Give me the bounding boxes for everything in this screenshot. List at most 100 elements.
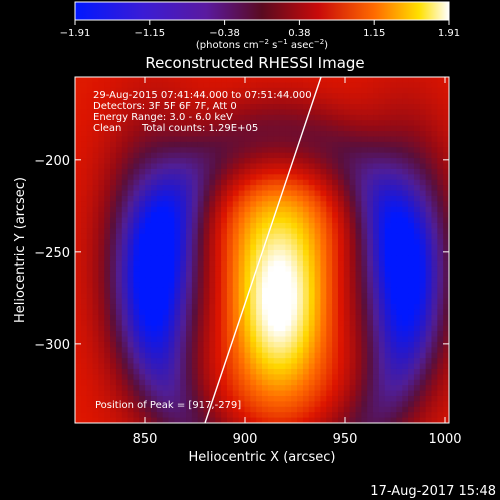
heatmap-cell [150,212,158,219]
heatmap-cell [355,385,362,392]
heatmap-cell [115,390,123,397]
heatmap-cell [75,185,82,192]
heatmap-cell [110,363,117,370]
heatmap-cell [92,120,99,127]
heatmap-cell [413,228,421,235]
heatmap-cell [314,222,322,229]
heatmap-cell [226,152,234,159]
heatmap-cell [402,87,409,94]
heatmap-cell [139,152,146,159]
heatmap-cell [419,368,427,375]
heatmap-cell [133,141,140,148]
heatmap-cell [337,158,345,165]
heatmap-cell [308,368,316,375]
heatmap-cell [238,233,246,240]
heatmap-cell [256,222,263,229]
heatmap-cell [115,282,123,289]
heatmap-cell [139,185,146,192]
heatmap-cell [226,163,234,170]
heatmap-cell [413,244,421,251]
heatmap-cell [168,266,175,273]
heatmap-cell [110,390,117,397]
heatmap-cell [150,255,158,262]
heatmap-cell [104,298,111,305]
heatmap-cell [273,239,281,246]
heatmap-cell [75,374,82,381]
heatmap-cell [419,358,427,365]
heatmap-cell [384,222,392,229]
heatmap-cell [150,109,158,116]
heatmap-cell [291,212,298,219]
heatmap-cell [273,277,281,284]
heatmap-cell [121,228,129,235]
heatmap-cell [279,228,286,235]
heatmap-cell [262,368,269,375]
heatmap-cell [314,206,322,213]
heatmap-cell [367,390,374,397]
heatmap-cell [302,368,310,375]
heatmap-cell [215,406,222,413]
heatmap-cell [133,401,140,408]
colorbar-tick-label: −1.91 [60,28,91,39]
heatmap-cell [92,87,99,94]
heatmap-cell [191,228,199,235]
heatmap-cell [156,222,164,229]
heatmap-cell [349,195,357,202]
heatmap-cell [191,255,199,262]
heatmap-cell [250,125,257,132]
heatmap-cell [180,185,187,192]
heatmap-cell [86,260,94,267]
heatmap-cell [302,87,310,94]
heatmap-cell [273,363,281,370]
heatmap-cell [180,282,187,289]
heatmap-cell [86,352,94,359]
heatmap-cell [203,277,211,284]
heatmap-cell [104,293,111,300]
heatmap-cell [104,358,111,365]
heatmap-cell [127,336,135,343]
heatmap-cell [320,239,327,246]
heatmap-cell [413,352,421,359]
heatmap-cell [115,168,123,175]
heatmap-cell [150,385,158,392]
heatmap-cell [308,260,316,267]
heatmap-cell [384,304,392,311]
heatmap-cell [343,82,351,89]
heatmap-cell [431,277,438,284]
heatmap-cell [320,406,327,413]
heatmap-cell [367,260,374,267]
heatmap-cell [308,147,316,154]
heatmap-cell [98,93,105,100]
heatmap-cell [413,152,421,159]
heatmap-cell [127,244,135,251]
heatmap-cell [361,141,368,148]
heatmap-cell [396,233,403,240]
heatmap-cell [408,168,415,175]
heatmap-cell [127,212,135,219]
heatmap-cell [390,277,398,284]
heatmap-cell [355,250,362,257]
heatmap-cell [408,222,415,229]
heatmap-cell [343,98,351,105]
heatmap-cell [267,163,275,170]
heatmap-cell [150,266,158,273]
heatmap-cell [156,358,164,365]
heatmap-cell [75,141,82,148]
heatmap-cell [110,244,117,251]
heatmap-cell [162,158,170,165]
heatmap-cell [162,174,170,181]
heatmap-cell [133,277,140,284]
heatmap-cell [431,82,438,89]
heatmap-cell [221,406,228,413]
heatmap-cell [443,363,449,370]
heatmap-cell [332,114,339,121]
heatmap-cell [145,179,152,186]
heatmap-cell [413,298,421,305]
heatmap-cell [390,195,398,202]
heatmap-cell [244,163,251,170]
heatmap-cell [203,374,211,381]
heatmap-cell [238,358,246,365]
heatmap-cell [396,77,403,84]
heatmap-cell [431,98,438,105]
heatmap-cell [145,314,152,321]
